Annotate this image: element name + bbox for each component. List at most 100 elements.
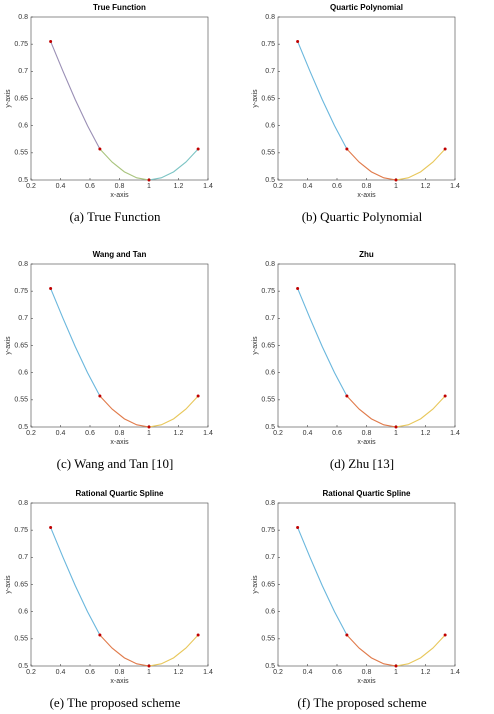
- chart-title: Rational Quartic Spline: [322, 489, 411, 498]
- x-tick-label: 1.2: [174, 669, 184, 676]
- data-point: [49, 286, 53, 290]
- x-tick-label: 0.4: [56, 430, 66, 437]
- x-tick-label: 0.6: [85, 183, 95, 190]
- caption: (f) The proposed scheme: [297, 695, 427, 710]
- y-tick-label: 0.6: [265, 609, 275, 616]
- y-tick-label: 0.75: [261, 41, 275, 48]
- line-segment: [50, 527, 101, 636]
- data-point: [394, 425, 398, 429]
- chart-title: Rational Quartic Spline: [75, 489, 164, 498]
- subplot: Rational Quartic Spline 0.2 0.4 0.6 0.8 1 1.2 1…: [5, 489, 213, 710]
- data-point: [147, 664, 151, 668]
- y-tick-label: 0.65: [261, 581, 275, 588]
- data-point: [147, 425, 151, 429]
- line-segment: [346, 634, 397, 667]
- y-tick-label: 0.75: [14, 288, 28, 295]
- y-axis-label: y-axis: [5, 575, 12, 594]
- y-tick-label: 0.8: [265, 261, 275, 268]
- data-point: [98, 147, 102, 151]
- y-tick-label: 0.55: [261, 150, 275, 157]
- x-axis-label: x-axis: [110, 192, 129, 199]
- x-tick-label: 0.2: [273, 669, 283, 676]
- line-segment: [297, 41, 348, 150]
- x-tick-label: 0.6: [85, 669, 95, 676]
- caption: (e) The proposed scheme: [50, 695, 181, 710]
- y-tick-label: 0.5: [265, 424, 275, 431]
- x-tick-label: 0.2: [26, 669, 36, 676]
- x-tick-label: 0.2: [273, 430, 283, 437]
- x-tick-label: 0.8: [115, 669, 125, 676]
- data-point: [98, 394, 102, 398]
- data-point: [296, 39, 300, 43]
- data-point: [345, 394, 349, 398]
- line-segment: [99, 148, 150, 181]
- y-tick-label: 0.55: [261, 636, 275, 643]
- plot-area: [30, 502, 209, 667]
- data-point: [49, 39, 53, 43]
- data-point: [443, 147, 447, 151]
- y-tick-label: 0.65: [14, 95, 28, 102]
- x-tick-label: 1.2: [421, 430, 431, 437]
- y-axis-label: y-axis: [252, 336, 259, 355]
- y-tick-label: 0.55: [261, 397, 275, 404]
- x-tick-label: 1.4: [450, 669, 460, 676]
- data-point: [98, 633, 102, 637]
- x-tick-label: 1: [394, 430, 398, 437]
- x-tick-label: 0.4: [303, 669, 313, 676]
- y-tick-label: 0.55: [14, 397, 28, 404]
- x-tick-label: 0.6: [332, 430, 342, 437]
- y-tick-label: 0.8: [18, 500, 28, 507]
- y-tick-label: 0.5: [265, 663, 275, 670]
- y-tick-label: 0.65: [261, 342, 275, 349]
- y-tick-label: 0.7: [18, 68, 28, 75]
- y-tick-label: 0.75: [14, 527, 28, 534]
- chart-title: Zhu: [359, 250, 374, 259]
- x-axis-label: x-axis: [357, 678, 376, 685]
- x-tick-label: 1.4: [203, 669, 213, 676]
- x-tick-label: 0.6: [332, 669, 342, 676]
- data-point: [394, 664, 398, 668]
- y-tick-label: 0.65: [14, 342, 28, 349]
- subplot: Zhu 0.2 0.4 0.6 0.8 1 1.2 1.4 0.5 0.55 0.6 0.65 0.7 0…: [252, 250, 460, 471]
- y-tick-label: 0.7: [265, 315, 275, 322]
- x-tick-label: 0.2: [273, 183, 283, 190]
- line-segment: [148, 395, 199, 428]
- data-point: [296, 286, 300, 290]
- line-segment: [99, 395, 150, 428]
- x-tick-label: 1.4: [450, 430, 460, 437]
- line-segment: [395, 634, 446, 667]
- data-point: [196, 147, 200, 151]
- x-tick-label: 0.8: [115, 430, 125, 437]
- y-tick-label: 0.8: [18, 261, 28, 268]
- x-tick-label: 0.8: [362, 183, 372, 190]
- y-tick-label: 0.75: [14, 41, 28, 48]
- chart-title: True Function: [93, 3, 146, 12]
- x-axis-label: x-axis: [110, 678, 129, 685]
- line-segment: [50, 288, 101, 397]
- x-tick-label: 1.2: [421, 669, 431, 676]
- subplot: Quartic Polynomial 0.2 0.4 0.6 0.8 1 1.2 1.4 0.5…: [252, 3, 460, 224]
- data-point: [147, 178, 151, 182]
- y-tick-label: 0.5: [265, 177, 275, 184]
- y-tick-label: 0.6: [18, 123, 28, 130]
- x-tick-label: 1.4: [203, 430, 213, 437]
- x-tick-label: 0.8: [362, 669, 372, 676]
- y-tick-label: 0.8: [265, 500, 275, 507]
- x-tick-label: 1: [147, 669, 151, 676]
- plot-area: [30, 16, 209, 181]
- y-tick-label: 0.6: [18, 609, 28, 616]
- chart-title: Quartic Polynomial: [330, 3, 403, 12]
- x-tick-label: 0.6: [332, 183, 342, 190]
- y-tick-label: 0.8: [18, 14, 28, 21]
- line-segment: [297, 288, 348, 397]
- plot-area: [277, 16, 456, 181]
- caption: (d) Zhu [13]: [330, 456, 394, 471]
- data-point: [196, 633, 200, 637]
- y-tick-label: 0.65: [261, 95, 275, 102]
- x-tick-label: 0.2: [26, 183, 36, 190]
- data-point: [443, 633, 447, 637]
- y-tick-label: 0.5: [18, 424, 28, 431]
- x-tick-label: 0.4: [56, 183, 66, 190]
- x-tick-label: 0.4: [56, 669, 66, 676]
- x-tick-label: 0.4: [303, 430, 313, 437]
